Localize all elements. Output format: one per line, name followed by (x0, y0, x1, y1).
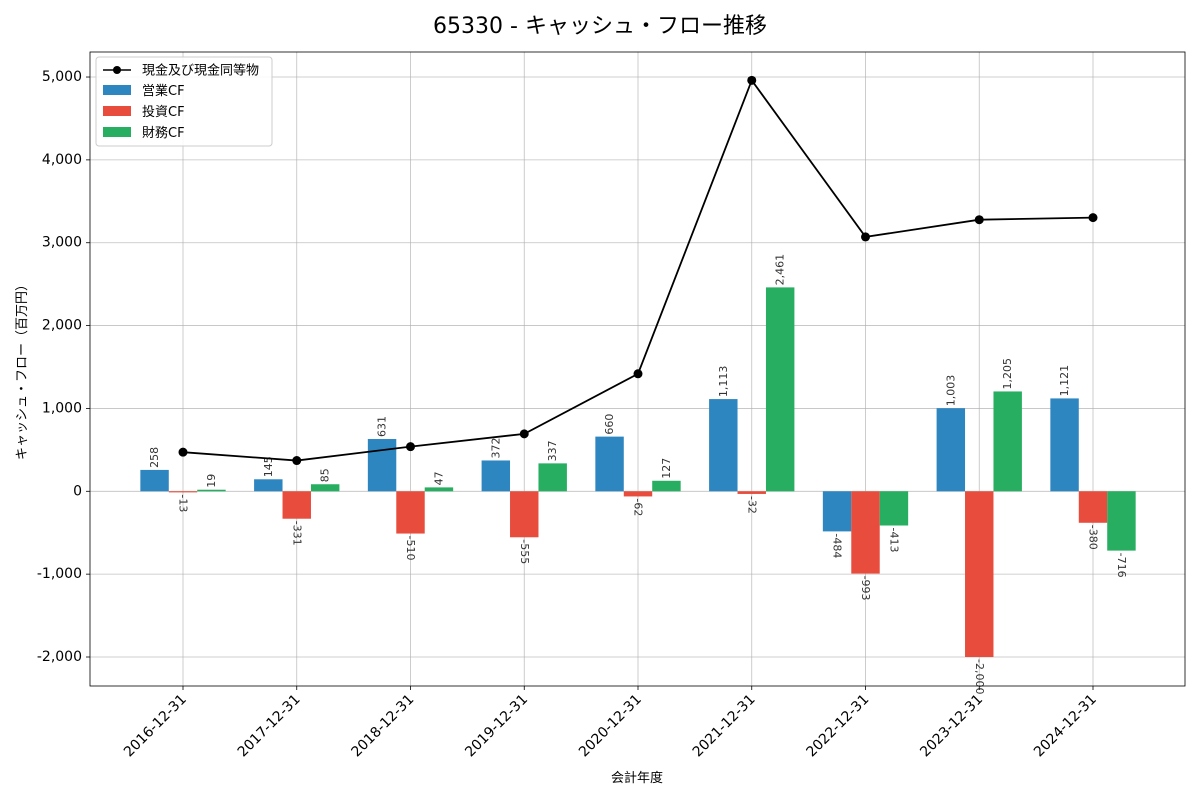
bar-label-operating-cf: 631 (376, 416, 389, 437)
bar-label-investing-cf: -555 (518, 539, 531, 564)
legend-label-financing-cf: 財務CF (142, 126, 185, 141)
y-tick-label: 0 (73, 483, 82, 499)
legend-swatch-financing-cf (103, 127, 131, 137)
legend: 現金及び現金同等物 営業CF 投資CF 財務CF (95, 56, 273, 147)
bar-label-operating-cf: 145 (262, 456, 275, 477)
bar-operating-cf (481, 460, 511, 492)
bar-operating-cf (709, 399, 738, 492)
bar-label-financing-cf: 337 (546, 440, 559, 461)
bar-investing-cf (510, 491, 539, 538)
bar-label-financing-cf: 127 (660, 458, 673, 479)
bar-financing-cf (538, 463, 567, 492)
bar-label-operating-cf: 372 (489, 437, 502, 458)
plot-frame (89, 51, 1186, 687)
bar-label-financing-cf: -716 (1115, 553, 1128, 578)
cash-line-point (861, 232, 870, 242)
legend-line-marker (113, 66, 121, 74)
y-axis-label: キャッシュ・フロー（百万円） (15, 278, 30, 460)
cash-line-point (292, 456, 302, 466)
bar-label-investing-cf: -510 (404, 536, 417, 561)
bar-investing-cf (851, 491, 880, 574)
bar-series (140, 287, 1136, 658)
y-tick-label: -1,000 (37, 566, 82, 582)
cash-equivalents-line (178, 75, 1098, 466)
legend-label-operating-cf: 営業CF (142, 83, 185, 99)
cash-line-point (519, 429, 529, 439)
bar-operating-cf (936, 408, 966, 492)
grid-lines (90, 52, 1185, 686)
y-tick-label: 1,000 (42, 400, 82, 416)
bar-financing-cf (993, 391, 1022, 492)
bar-label-financing-cf: -413 (887, 528, 900, 553)
y-axis-ticks: -2,000 -1,000 0 1,000 2,000 3,000 4,000 5,000 (37, 69, 90, 665)
bar-label-financing-cf: 19 (205, 474, 218, 488)
legend-label-cash: 現金及び現金同等物 (142, 63, 259, 79)
bar-financing-cf (765, 287, 795, 492)
cash-line-point (406, 442, 415, 452)
legend-label-investing-cf: 投資CF (142, 104, 185, 120)
legend-box (95, 56, 273, 147)
cash-line-point (633, 369, 643, 379)
bar-operating-cf (822, 491, 852, 532)
bar-label-operating-cf: 258 (148, 447, 161, 468)
bar-investing-cf (737, 491, 766, 494)
bar-label-operating-cf: 660 (603, 414, 616, 435)
bar-label-operating-cf: 1,003 (944, 375, 957, 407)
bar-label-operating-cf: -484 (831, 533, 844, 558)
bar-financing-cf (424, 487, 454, 492)
bar-label-investing-cf: -993 (859, 576, 872, 601)
bar-label-investing-cf: -331 (290, 521, 303, 546)
bar-investing-cf (282, 491, 311, 519)
legend-swatch-investing-cf (103, 106, 131, 116)
chart-title: 65330 - キャッシュ・フロー推移 (433, 14, 767, 39)
bar-label-operating-cf: 1,113 (717, 366, 730, 398)
cash-line-point (747, 75, 757, 85)
bar-label-financing-cf: 47 (432, 471, 445, 485)
bar-operating-cf (254, 479, 283, 492)
y-tick-label: 4,000 (42, 152, 82, 168)
cash-line-point (1088, 213, 1098, 223)
y-tick-label: -2,000 (37, 649, 82, 665)
cash-line-point (974, 215, 984, 225)
bar-investing-cf (965, 491, 994, 658)
cash-line-point (178, 447, 188, 457)
bar-financing-cf (310, 484, 340, 492)
bar-label-financing-cf: 2,461 (774, 254, 787, 286)
bar-label-operating-cf: 1,121 (1058, 365, 1071, 397)
bar-financing-cf (879, 491, 909, 526)
bar-financing-cf (652, 480, 681, 492)
bar-label-financing-cf: 85 (319, 468, 332, 482)
bar-operating-cf (595, 436, 624, 492)
bar-investing-cf (1078, 491, 1108, 523)
bar-financing-cf (197, 489, 226, 492)
x-axis-label: 会計年度 (611, 770, 663, 786)
bar-investing-cf (168, 491, 198, 493)
y-tick-label: 5,000 (42, 69, 82, 85)
bar-investing-cf (623, 491, 653, 497)
bar-financing-cf (1107, 491, 1136, 551)
bar-label-investing-cf: -62 (632, 498, 645, 516)
bar-label-investing-cf: -13 (177, 494, 190, 512)
y-tick-label: 3,000 (42, 235, 82, 251)
bar-value-labels: 258 145 631 372 660 1,113 -484 1,003 1,121 -13 -33… (148, 254, 1128, 695)
bar-operating-cf (140, 469, 169, 492)
bar-operating-cf (1050, 398, 1079, 492)
bar-operating-cf (367, 439, 397, 492)
bar-label-investing-cf: -32 (745, 496, 758, 514)
y-tick-label: 2,000 (42, 318, 82, 334)
bar-label-investing-cf: -380 (1087, 525, 1100, 550)
bar-label-financing-cf: 1,205 (1001, 358, 1014, 390)
legend-swatch-operating-cf (103, 85, 131, 95)
bar-investing-cf (396, 491, 425, 534)
